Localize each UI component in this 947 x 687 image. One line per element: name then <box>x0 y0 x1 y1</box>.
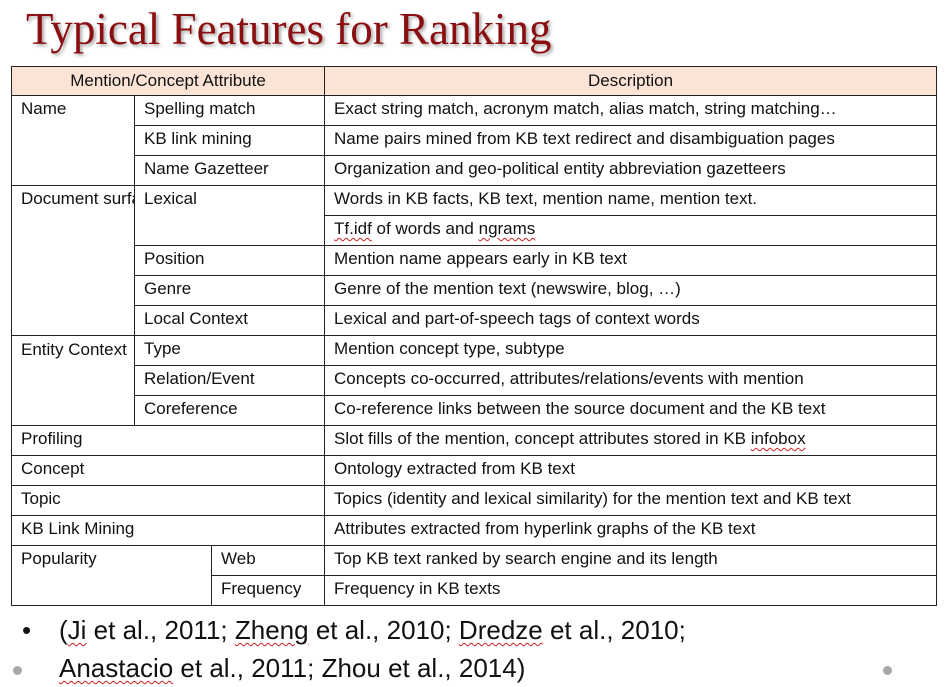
spellcheck-word: ngrams <box>478 219 536 238</box>
description-cell: Ontology extracted from KB text <box>324 455 938 486</box>
description-cell: Mention name appears early in KB text <box>324 245 938 276</box>
reference-text: ( <box>59 615 68 645</box>
slide-title: Typical Features for Ranking <box>26 4 552 54</box>
attribute-cell: Local Context <box>133 305 326 336</box>
description-cell: Genre of the mention text (newswire, blo… <box>324 275 938 306</box>
description-cell: Words in KB facts, KB text, mention name… <box>324 185 938 216</box>
attribute-cell: Coreference <box>133 395 326 426</box>
header-attribute: Mention/Concept Attribute <box>10 66 326 96</box>
description-cell: Top KB text ranked by search engine and … <box>324 545 938 576</box>
table-row: KB link mining Name pairs mined from KB … <box>12 125 938 156</box>
description-cell: Concepts co-occurred, attributes/relatio… <box>324 365 938 396</box>
table-row: Tf.idf of words and ngrams <box>12 215 938 246</box>
reference-text: et al., 2011; Zhou et al., 2014) <box>173 653 526 683</box>
description-cell: Organization and geo-political entity ab… <box>324 155 938 186</box>
table-row: Document surface Lexical Words in KB fac… <box>11 185 938 336</box>
category-cell: Concept <box>10 455 326 486</box>
description-cell: Lexical and part-of-speech tags of conte… <box>324 305 938 336</box>
description-cell: Exact string match, acronym match, alias… <box>324 95 938 126</box>
table-row: Frequency Frequency in KB texts <box>12 575 938 606</box>
description-cell: Attributes extracted from hyperlink grap… <box>324 515 938 546</box>
table-row: Name Gazetteer Organization and geo-poli… <box>12 155 938 186</box>
spellcheck-word: Ji <box>67 615 87 645</box>
spellcheck-word: Tf.idf <box>334 219 372 238</box>
category-cell: Profiling <box>10 425 326 456</box>
description-text: of words and <box>371 219 479 238</box>
references-line-2: Anastacio et al., 2011; Zhou et al., 201… <box>59 649 525 687</box>
description-cell: Frequency in KB texts <box>324 575 938 606</box>
attribute-cell: Relation/Event <box>133 365 326 396</box>
table-row: Name Spelling match Exact string match, … <box>11 95 938 186</box>
description-cell: Slot fills of the mention, concept attri… <box>324 425 938 456</box>
category-cell: Entity Context <box>11 335 135 426</box>
table-row: Genre Genre of the mention text (newswir… <box>12 275 938 306</box>
category-cell: Topic <box>10 485 326 516</box>
reference-text: et al., 2010; <box>542 615 686 645</box>
features-table: Mention/Concept Attribute Description Na… <box>10 66 938 606</box>
description-cell: Co-reference links between the source do… <box>324 395 938 426</box>
table-row: Popularity Web Top KB text ranked by sea… <box>11 545 938 606</box>
bullet-icon: • <box>22 615 32 645</box>
table-header-row: Mention/Concept Attribute Description <box>10 66 938 96</box>
description-cell: Mention concept type, subtype <box>324 335 938 366</box>
category-cell: Popularity <box>11 545 212 606</box>
category-cell: Name <box>11 95 135 186</box>
attribute-cell: KB link mining <box>133 125 326 156</box>
table-row: Coreference Co-reference links between t… <box>12 395 938 426</box>
description-cell: Topics (identity and lexical similarity)… <box>324 485 938 516</box>
slide-nav-dot-left <box>13 666 22 675</box>
table-row: Profiling Slot fills of the mention, con… <box>10 425 938 456</box>
attribute-cell: Genre <box>133 275 326 306</box>
attribute-cell: Type <box>133 335 326 366</box>
description-cell: Name pairs mined from KB text redirect a… <box>324 125 938 156</box>
spellcheck-word: infobox <box>750 429 806 448</box>
description-text: Slot fills of the mention, concept attri… <box>334 429 751 448</box>
table-row: Relation/Event Concepts co-occurred, att… <box>12 365 938 396</box>
table-row: Concept Ontology extracted from KB text <box>10 455 938 486</box>
attribute-cell: Web <box>210 545 326 576</box>
category-cell: KB Link Mining <box>10 515 326 546</box>
table-row: Local Context Lexical and part-of-speech… <box>12 305 938 336</box>
spellcheck-word: Zheng <box>234 615 309 645</box>
attribute-cell: Spelling match <box>133 95 326 126</box>
table-row: KB Link Mining Attributes extracted from… <box>10 515 938 546</box>
table-row: Position Mention name appears early in K… <box>12 245 938 276</box>
table-row: Topic Topics (identity and lexical simil… <box>10 485 938 516</box>
reference-text: et al., 2010; <box>308 615 459 645</box>
attribute-cell: Name Gazetteer <box>133 155 326 186</box>
attribute-cell: Position <box>133 245 326 276</box>
reference-text: et al., 2011; <box>86 615 235 645</box>
spellcheck-word: Anastacio <box>59 653 174 683</box>
spellcheck-word: Dredze <box>458 615 543 645</box>
header-description: Description <box>324 66 938 96</box>
table-row: Entity Context Type Mention concept type… <box>11 335 938 426</box>
attribute-cell: Lexical <box>133 185 326 246</box>
description-cell: Tf.idf of words and ngrams <box>324 215 938 246</box>
slide-nav-dot-right <box>883 666 892 675</box>
attribute-cell: Frequency <box>210 575 326 606</box>
references-line-1: (Ji et al., 2011; Zheng et al., 2010; Dr… <box>59 611 686 649</box>
category-cell: Document surface <box>11 185 135 336</box>
